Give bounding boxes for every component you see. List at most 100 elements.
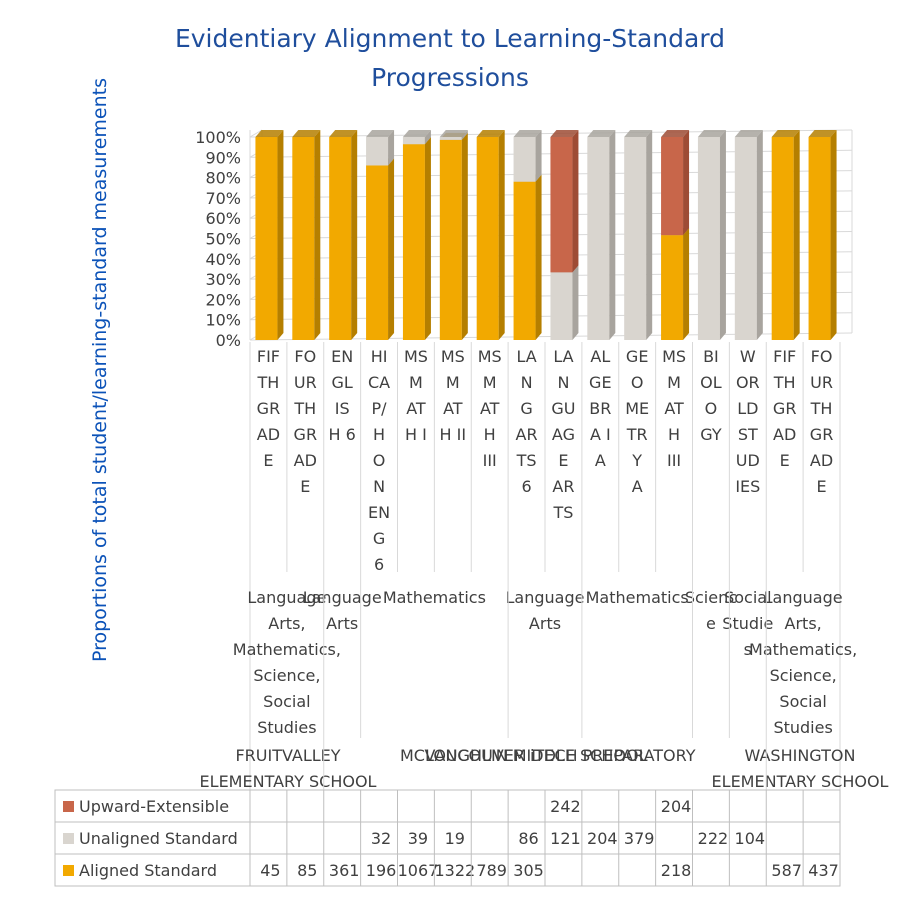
y-axis-ticks: 0%10% 20%30%40%50% 60%70%80% 90%100% (195, 128, 241, 350)
category-label: FIF (773, 347, 796, 366)
bar-segment-upward-extensible (550, 130, 579, 273)
category-label: FIF (257, 347, 280, 366)
bar-top (439, 130, 468, 137)
school-label: WASHINGTON (745, 746, 856, 765)
bar-segment-unaligned-standard (697, 130, 726, 340)
y-tick-label: 60% (205, 209, 241, 228)
bar-top (366, 130, 395, 137)
bar-segment-aligned-standard (255, 130, 284, 340)
category-label: 6 (521, 477, 531, 496)
bar-front (402, 137, 425, 145)
category-label: AG (552, 425, 575, 444)
bar-top (255, 130, 284, 137)
bar-side (351, 130, 358, 340)
bar-side (719, 130, 726, 340)
bar-top (402, 130, 431, 137)
category-label: IES (735, 477, 760, 496)
category-label: TS (516, 451, 537, 470)
bar-side (314, 130, 321, 340)
bar-front (366, 137, 389, 166)
category-label: AD (810, 451, 833, 470)
subject-label: Arts (529, 614, 561, 633)
bar-top (513, 130, 542, 137)
bar-front (697, 137, 720, 340)
legend-label: Upward-Extensible (79, 797, 229, 816)
category-label: IS (335, 399, 350, 418)
category-label: E (558, 451, 568, 470)
category-label: N (373, 477, 385, 496)
category-label: UD (736, 451, 760, 470)
category-label: UR (294, 373, 317, 392)
category-label: LA (516, 347, 536, 366)
category-label: MS (662, 347, 686, 366)
category-label: H (484, 425, 496, 444)
bar-front (624, 137, 647, 340)
bar-side (424, 130, 431, 145)
legend-swatch (63, 865, 74, 876)
category-label: GE (589, 373, 612, 392)
table-cell: 222 (698, 829, 729, 848)
category-label: AR (552, 477, 574, 496)
bar-segment-aligned-standard (292, 130, 321, 340)
table-cell: 19 (445, 829, 465, 848)
bars (255, 130, 837, 340)
y-tick-label: 50% (205, 230, 241, 249)
category-label: ME (625, 399, 649, 418)
table-row: Unaligned Standard 32 39 19 86 121 204 379 222 10… (63, 829, 765, 848)
subject-label: Mathematics, (233, 640, 341, 659)
category-label: GR (257, 399, 281, 418)
bar-side (535, 174, 542, 340)
bar-top (661, 130, 690, 137)
table-cell: 104 (735, 829, 766, 848)
bar-front (661, 235, 684, 340)
category-label: TH (293, 399, 316, 418)
chart-title-line-2: Progressions (371, 63, 529, 92)
y-axis-label: Proportions of total student/learning-st… (89, 78, 111, 662)
table-cell: 379 (624, 829, 655, 848)
category-label: CA (368, 373, 390, 392)
subject-label: Arts (326, 614, 358, 633)
category-label: M (409, 373, 423, 392)
table-cell: 86 (518, 829, 538, 848)
bar-top (771, 130, 800, 137)
category-label: FO (811, 347, 833, 366)
category-label: GU (551, 399, 575, 418)
subject-label: Mathematics (383, 588, 486, 607)
table-cell: 85 (297, 861, 317, 880)
table-cell: 196 (366, 861, 397, 880)
category-label: AT (443, 399, 463, 418)
bar-top (808, 130, 837, 137)
bar-front (771, 137, 794, 340)
category-label: EN (368, 503, 390, 522)
category-label: N (521, 373, 533, 392)
table-cell: 789 (476, 861, 507, 880)
bar-side (683, 130, 690, 236)
table-cell: 437 (808, 861, 839, 880)
y-tick-label: 70% (205, 189, 241, 208)
category-label: GR (810, 425, 834, 444)
y-tick-label: 10% (205, 311, 241, 330)
bar-front (439, 137, 462, 140)
category-label: E (263, 451, 273, 470)
category-label: H 6 (329, 425, 356, 444)
bar-top (734, 130, 763, 137)
legend-swatch (63, 833, 74, 844)
category-label: AT (664, 399, 684, 418)
bar-front (550, 272, 573, 340)
category-label: AT (406, 399, 426, 418)
bar-top (550, 130, 579, 137)
subject-label: Language (247, 588, 326, 607)
bar-segment-aligned-standard (329, 130, 358, 340)
bar-top (292, 130, 321, 137)
category-label: GR (773, 399, 797, 418)
category-label: AD (257, 425, 280, 444)
bar-side (793, 130, 800, 340)
bar-front (402, 144, 425, 340)
category-label: TS (552, 503, 573, 522)
category-label: MS (404, 347, 428, 366)
bar-front (550, 137, 573, 273)
bar-front (439, 139, 462, 340)
bar-side (572, 265, 579, 340)
